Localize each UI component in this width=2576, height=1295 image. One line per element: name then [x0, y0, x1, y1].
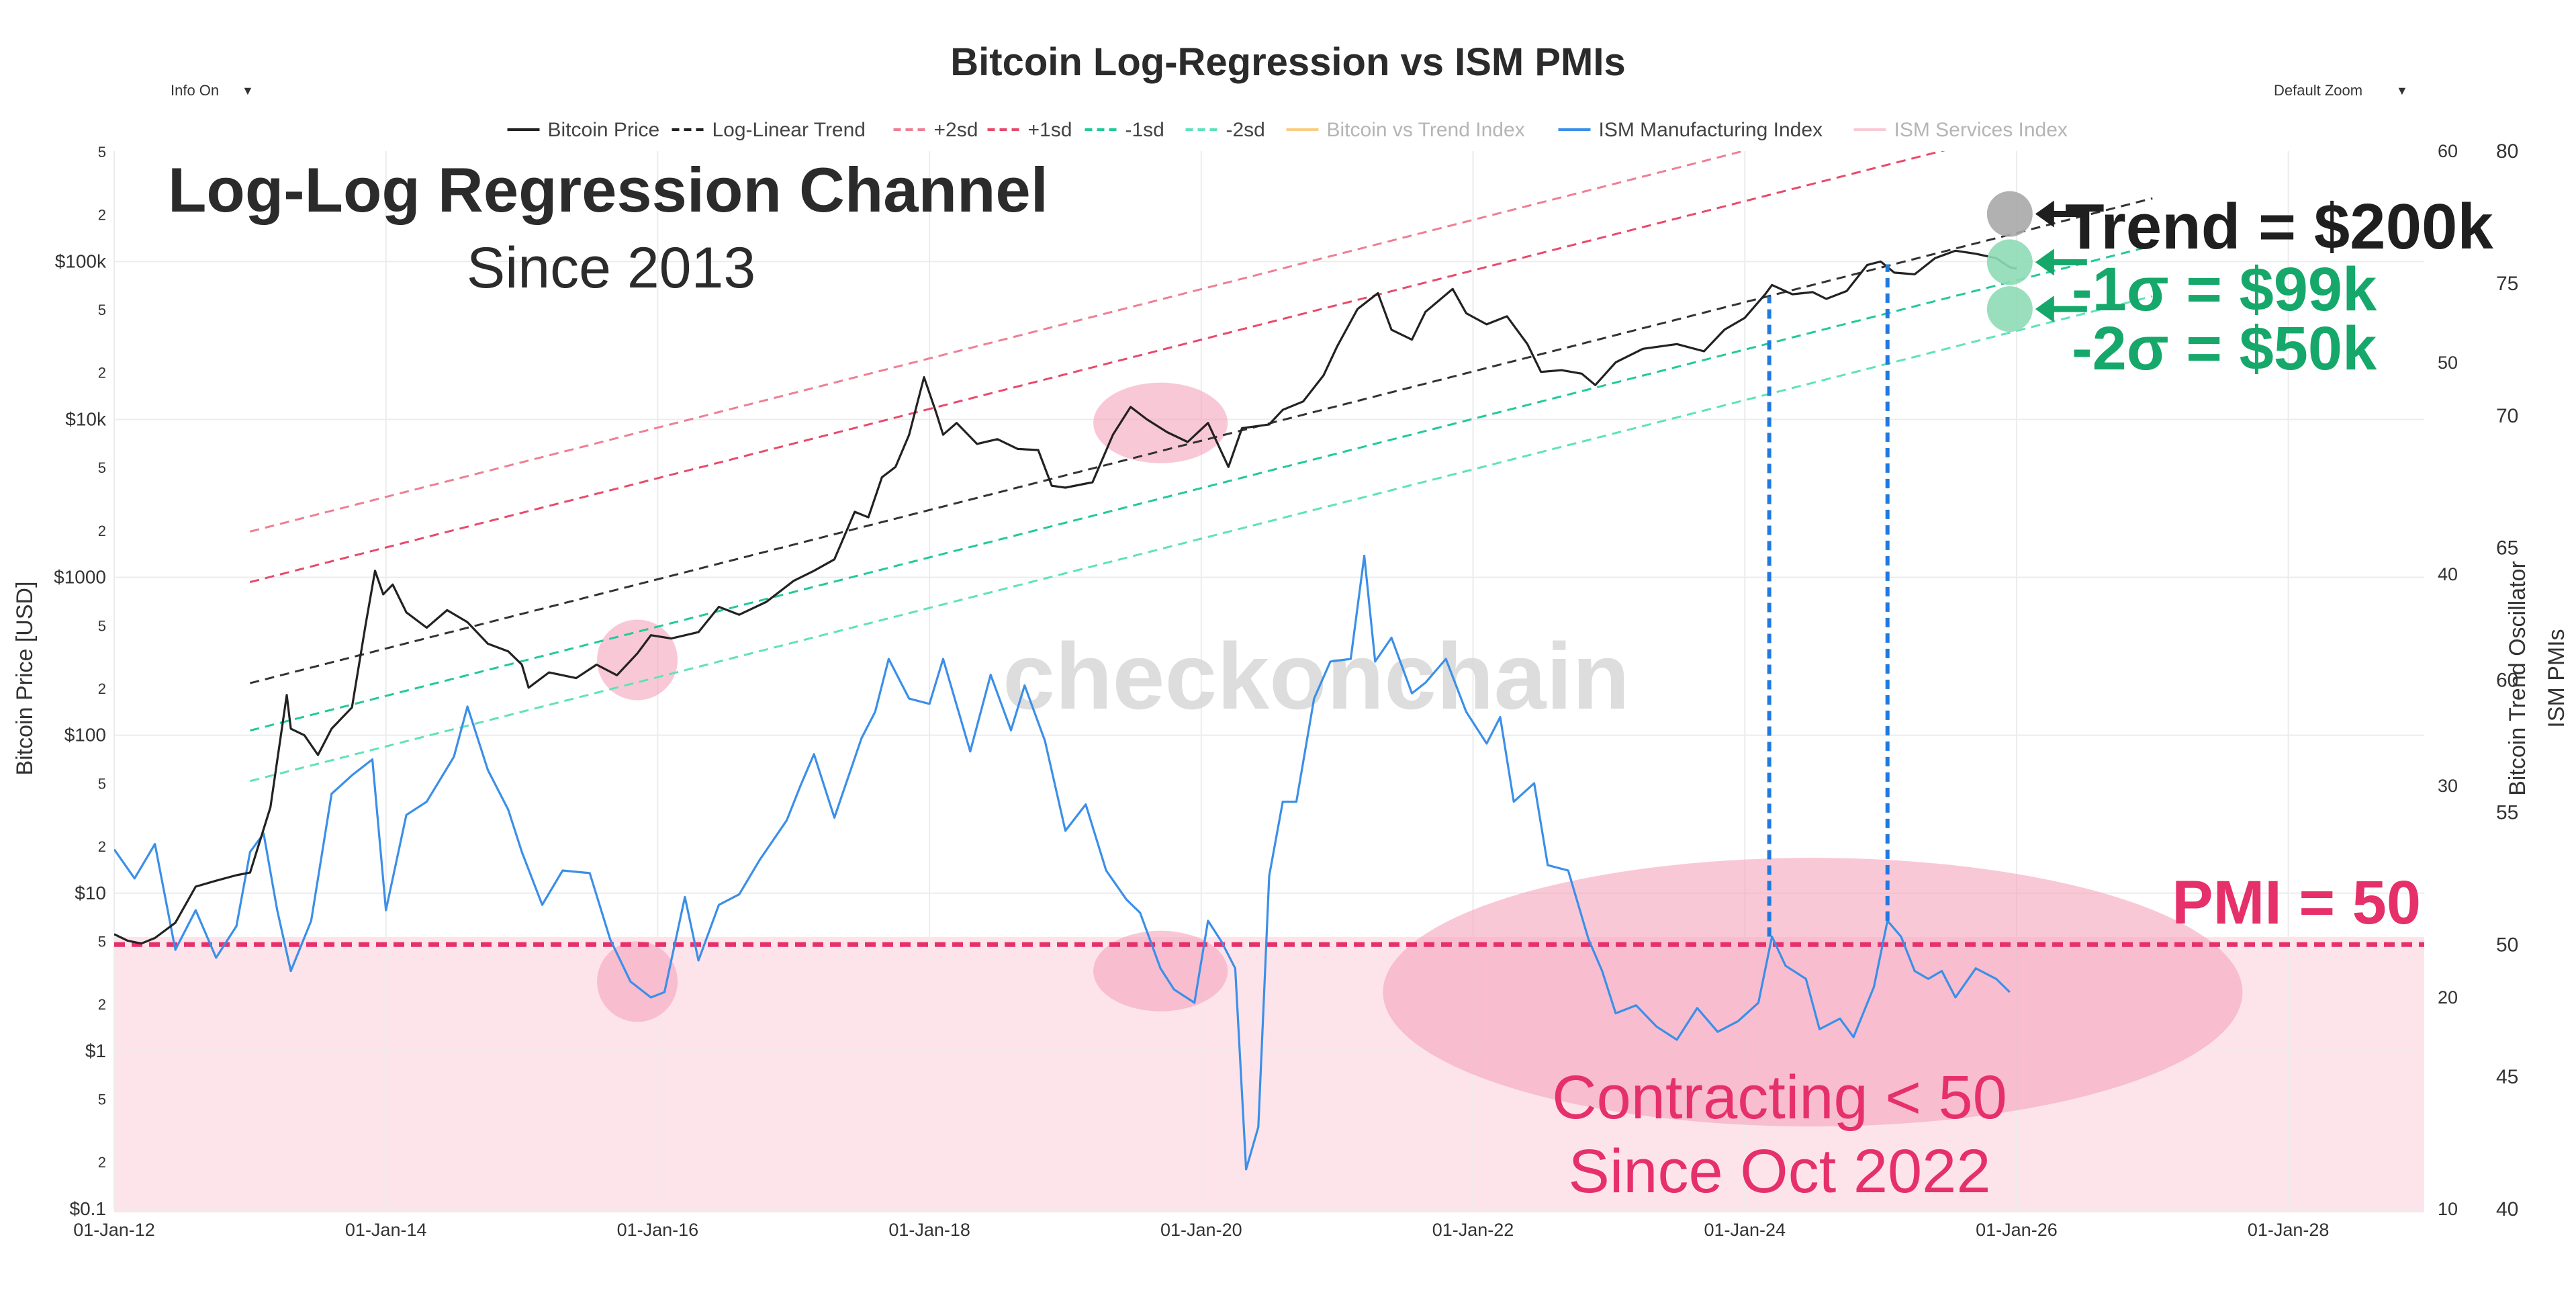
- x-tick-label: 01-Jan-20: [1160, 1220, 1242, 1240]
- price-tick-label: 2: [98, 996, 106, 1013]
- arrow-head-icon: [2035, 296, 2054, 323]
- x-tick-label: 01-Jan-16: [617, 1220, 699, 1240]
- legend-label: Bitcoin vs Trend Index: [1327, 119, 1525, 141]
- heading-annotation: Log-Log Regression Channel: [168, 154, 1048, 225]
- price-tick-label: 2: [98, 207, 106, 224]
- chart-title: Bitcoin Log-Regression vs ISM PMIs: [950, 40, 1625, 84]
- legend-label: -2sd: [1226, 119, 1265, 141]
- trend-marker-circle: [1986, 191, 2033, 237]
- chevron-down-icon: ▼: [242, 84, 254, 97]
- pmi-tick-label: 65: [2496, 537, 2518, 560]
- oscillator-tick-label: 10: [2438, 1199, 2458, 1219]
- x-tick-label: 01-Jan-14: [345, 1220, 427, 1240]
- pmi-tick-label: 45: [2496, 1066, 2518, 1088]
- price-tick-label: 2: [98, 838, 106, 855]
- subheading-annotation: Since 2013: [467, 236, 755, 300]
- x-tick-label: 01-Jan-22: [1432, 1220, 1514, 1240]
- price-tick-label: $0.1: [70, 1198, 107, 1219]
- legend: Bitcoin Price Log-Linear Trend +2sd +1sd -1s…: [507, 119, 2068, 141]
- oscillator-tick-label: 50: [2438, 353, 2458, 373]
- oscillator-tick-label: 30: [2438, 776, 2458, 796]
- zoom-select[interactable]: Default Zoom ▼: [2262, 75, 2420, 106]
- bitcoin-price-line: [114, 249, 2017, 945]
- price-tick-label: 5: [98, 459, 106, 476]
- oscillator-tick-label: 60: [2438, 141, 2458, 161]
- legend-label: +1sd: [1028, 119, 1072, 141]
- legend-label: Bitcoin Price: [548, 119, 660, 141]
- price-tick-label: $100k: [55, 251, 107, 271]
- log-linear-trend-line: [249, 197, 2153, 684]
- legend-label: ISM Manufacturing Index: [1599, 119, 1823, 141]
- trend-value-label: Trend = $200k: [2065, 191, 2493, 263]
- zoom-select-label: Default Zoom: [2274, 82, 2363, 99]
- price-tick-label: 2: [98, 680, 106, 697]
- pmi-tick-label: 60: [2496, 670, 2518, 692]
- pmi-threshold-label: PMI = 50: [2172, 868, 2421, 937]
- minus2sd-marker-circle: [1986, 286, 2033, 332]
- x-tick-label: 01-Jan-24: [1704, 1220, 1786, 1240]
- band-minus-1sd: [249, 244, 2153, 732]
- band-minus-2sd: [249, 295, 2153, 783]
- price-tick-label: 2: [98, 523, 106, 539]
- price-tick-label: $1000: [54, 567, 106, 588]
- legend-label: ISM Services Index: [1894, 119, 2068, 141]
- price-tick-label: $1: [85, 1040, 106, 1061]
- oscillator-tick-label: 40: [2438, 564, 2458, 584]
- price-tick-label: 5: [98, 144, 106, 161]
- x-tick-label: 01-Jan-26: [1976, 1220, 2058, 1240]
- pmi-tick-label: 75: [2496, 273, 2518, 295]
- price-tick-label: 5: [98, 775, 106, 792]
- highlight-ellipses: [597, 382, 2243, 1127]
- band-plus-1sd: [249, 151, 1945, 584]
- legend-label: Log-Linear Trend: [712, 119, 866, 141]
- highlight-ellipse: [597, 941, 678, 1022]
- oscillator-tick-label: 20: [2438, 987, 2458, 1008]
- axes: 01-Jan-12 01-Jan-14 01-Jan-16 01-Jan-18 01-J…: [54, 140, 2518, 1240]
- highlight-ellipse: [1093, 930, 1228, 1012]
- band-plus-2sd: [249, 151, 1747, 533]
- legend-label: +2sd: [934, 119, 978, 141]
- price-tick-label: 2: [98, 1154, 106, 1171]
- pmi-tick-label: 80: [2496, 140, 2518, 163]
- arrow-head-icon: [2035, 200, 2054, 228]
- y-axis-label-pmi: ISM PMIs: [2544, 629, 2569, 727]
- minus1sd-value-label: -1σ = $99k: [2072, 255, 2377, 324]
- price-tick-label: 2: [98, 365, 106, 382]
- pmi-tick-label: 40: [2496, 1198, 2518, 1220]
- minus2sd-value-label: -2σ = $50k: [2072, 314, 2377, 383]
- info-toggle[interactable]: Info On ▼: [156, 75, 263, 106]
- series-layer: [114, 151, 2424, 1171]
- highlight-ellipse: [597, 619, 678, 701]
- chevron-down-icon: ▼: [2396, 84, 2408, 97]
- y-axis-label-price: Bitcoin Price [USD]: [12, 581, 38, 775]
- pmi-tick-label: 55: [2496, 801, 2518, 823]
- price-tick-label: 5: [98, 302, 106, 318]
- minus1sd-marker-circle: [1986, 239, 2033, 285]
- legend-label: -1sd: [1125, 119, 1164, 141]
- arrow-head-icon: [2035, 249, 2054, 276]
- value-markers: [1986, 191, 2087, 332]
- x-tick-label: 01-Jan-28: [2248, 1220, 2330, 1240]
- watermark: checkonchain: [1003, 623, 1630, 729]
- info-toggle-label: Info On: [171, 82, 220, 99]
- price-tick-label: $10: [75, 883, 106, 903]
- highlight-ellipse: [1383, 858, 2243, 1127]
- y-axis-label-oscillator: Bitcoin Trend Oscillator: [2505, 561, 2530, 796]
- contracting-label-line1: Contracting < 50: [1552, 1063, 2007, 1132]
- pmi-tick-label: 70: [2496, 405, 2518, 427]
- price-tick-label: 5: [98, 934, 106, 950]
- ism-manufacturing-line: [114, 554, 2011, 1171]
- x-tick-label: 01-Jan-18: [888, 1220, 970, 1240]
- price-tick-label: 5: [98, 1091, 106, 1108]
- price-tick-label: $10k: [65, 408, 107, 429]
- pmi-tick-label: 50: [2496, 934, 2518, 956]
- x-tick-label: 01-Jan-12: [73, 1220, 155, 1240]
- price-tick-label: 5: [98, 617, 106, 634]
- contracting-label-line2: Since Oct 2022: [1568, 1137, 1990, 1206]
- price-tick-label: $100: [64, 725, 106, 746]
